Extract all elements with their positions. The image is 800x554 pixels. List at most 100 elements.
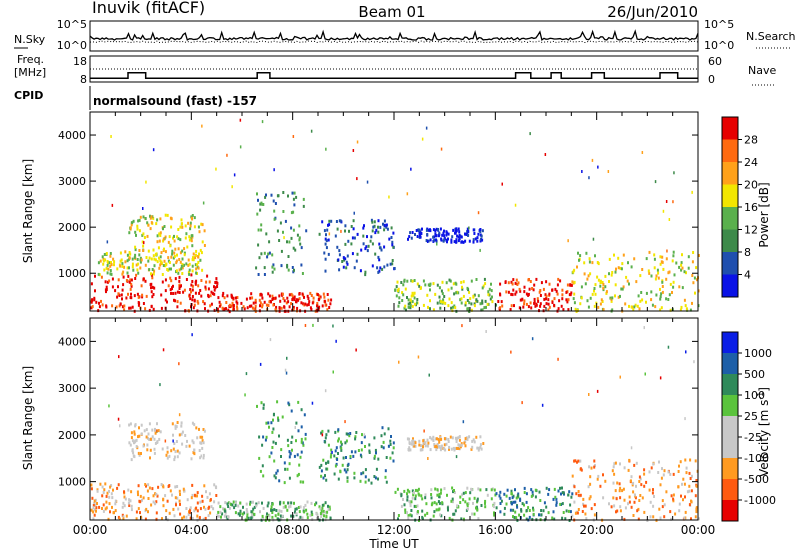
power-cell <box>632 307 635 311</box>
y-tick-label: 1000 <box>58 267 86 280</box>
power-cell <box>204 287 207 291</box>
velocity-cell <box>685 471 688 475</box>
velocity-cell <box>323 514 325 518</box>
power-cell <box>199 258 202 262</box>
velocity-cell <box>651 491 654 495</box>
velocity-cell <box>373 436 376 440</box>
power-cell <box>131 265 134 269</box>
velocity-cell <box>377 457 380 461</box>
date-title: 26/Jun/2010 <box>607 3 698 21</box>
power-cell <box>191 244 194 248</box>
velocity-cell <box>648 470 651 474</box>
power-cell <box>296 306 299 310</box>
velocity-cell <box>509 508 512 512</box>
power-cell <box>297 298 300 302</box>
power-cell <box>427 283 430 287</box>
power-cell <box>347 239 350 243</box>
velocity-cell <box>147 432 150 436</box>
power-cell <box>156 234 159 238</box>
velocity-cell <box>447 440 450 443</box>
velocity-cell <box>644 372 646 376</box>
power-cell <box>362 242 365 246</box>
power-cell <box>455 240 458 244</box>
power-cell <box>152 148 155 152</box>
power-cell <box>579 302 582 306</box>
power-cell <box>491 300 494 304</box>
power-cell <box>192 258 195 262</box>
power-cell <box>667 271 670 275</box>
power-cell <box>681 266 684 270</box>
power-cell <box>143 236 146 239</box>
time-tick-label: 04:00 <box>174 523 209 537</box>
velocity-cell <box>672 499 675 503</box>
velocity-cell <box>392 441 395 445</box>
power-cell <box>454 306 457 310</box>
power-cell <box>128 306 131 310</box>
velocity-cell <box>290 441 293 444</box>
velocity-cell <box>670 517 673 521</box>
power-cell <box>625 275 628 279</box>
power-cell <box>599 302 602 306</box>
power-cell <box>265 303 268 307</box>
velocity-cell <box>324 510 327 514</box>
power-cell <box>540 281 543 285</box>
power-cell <box>292 210 295 214</box>
velocity-cell <box>152 494 155 498</box>
power-cell <box>278 239 281 242</box>
velocity-cell <box>389 456 392 460</box>
velocity-cell <box>140 432 143 436</box>
power-cell <box>178 287 181 290</box>
velocity-cell <box>346 479 349 483</box>
power-cell <box>551 301 554 304</box>
power-cell <box>152 272 155 276</box>
power-cell <box>405 308 407 312</box>
power-cell <box>192 306 195 310</box>
velocity-cell <box>257 501 260 505</box>
power-cell <box>409 231 412 235</box>
power-cell <box>617 266 620 270</box>
velocity-cell <box>306 500 309 504</box>
power-cell <box>483 306 486 310</box>
power-cell <box>190 216 193 220</box>
power-cell <box>589 296 592 300</box>
power-cell <box>181 272 184 275</box>
velocity-cell <box>183 489 186 493</box>
power-cell <box>322 292 325 296</box>
velocity-cell <box>511 496 514 500</box>
velocity-cell <box>104 482 107 486</box>
power-cell <box>594 254 596 258</box>
power-cell <box>594 292 597 296</box>
velocity-cell <box>471 512 474 516</box>
power-cell <box>189 224 192 228</box>
velocity-cell <box>690 489 693 493</box>
power-cell <box>324 269 327 273</box>
power-cell <box>191 288 194 292</box>
power-cell <box>201 240 204 244</box>
velocity-cell <box>322 476 325 480</box>
power-cell <box>648 271 651 275</box>
velocity-cell <box>325 514 328 518</box>
power-cell <box>188 238 191 242</box>
power-cell <box>392 245 395 249</box>
velocity-cell <box>348 434 351 438</box>
velocity-cell <box>196 494 198 498</box>
power-cell <box>285 301 288 305</box>
velocity-cell <box>360 472 363 476</box>
power-cell <box>507 290 510 294</box>
velocity-cell <box>424 513 427 517</box>
velocity-cell <box>638 475 641 479</box>
power-cell <box>167 256 170 260</box>
velocity-cell <box>410 514 413 518</box>
velocity-cell <box>277 416 279 420</box>
power-cell <box>385 223 388 227</box>
velocity-cell <box>382 440 385 444</box>
power-cell <box>434 232 437 236</box>
velocity-cell <box>346 476 349 480</box>
power-cell <box>659 295 662 299</box>
power-cell <box>98 273 101 277</box>
velocity-cell <box>589 495 592 499</box>
velocity-cell <box>140 452 142 455</box>
power-cell <box>407 298 410 302</box>
power-cell <box>202 300 205 304</box>
power-cell <box>260 228 263 232</box>
